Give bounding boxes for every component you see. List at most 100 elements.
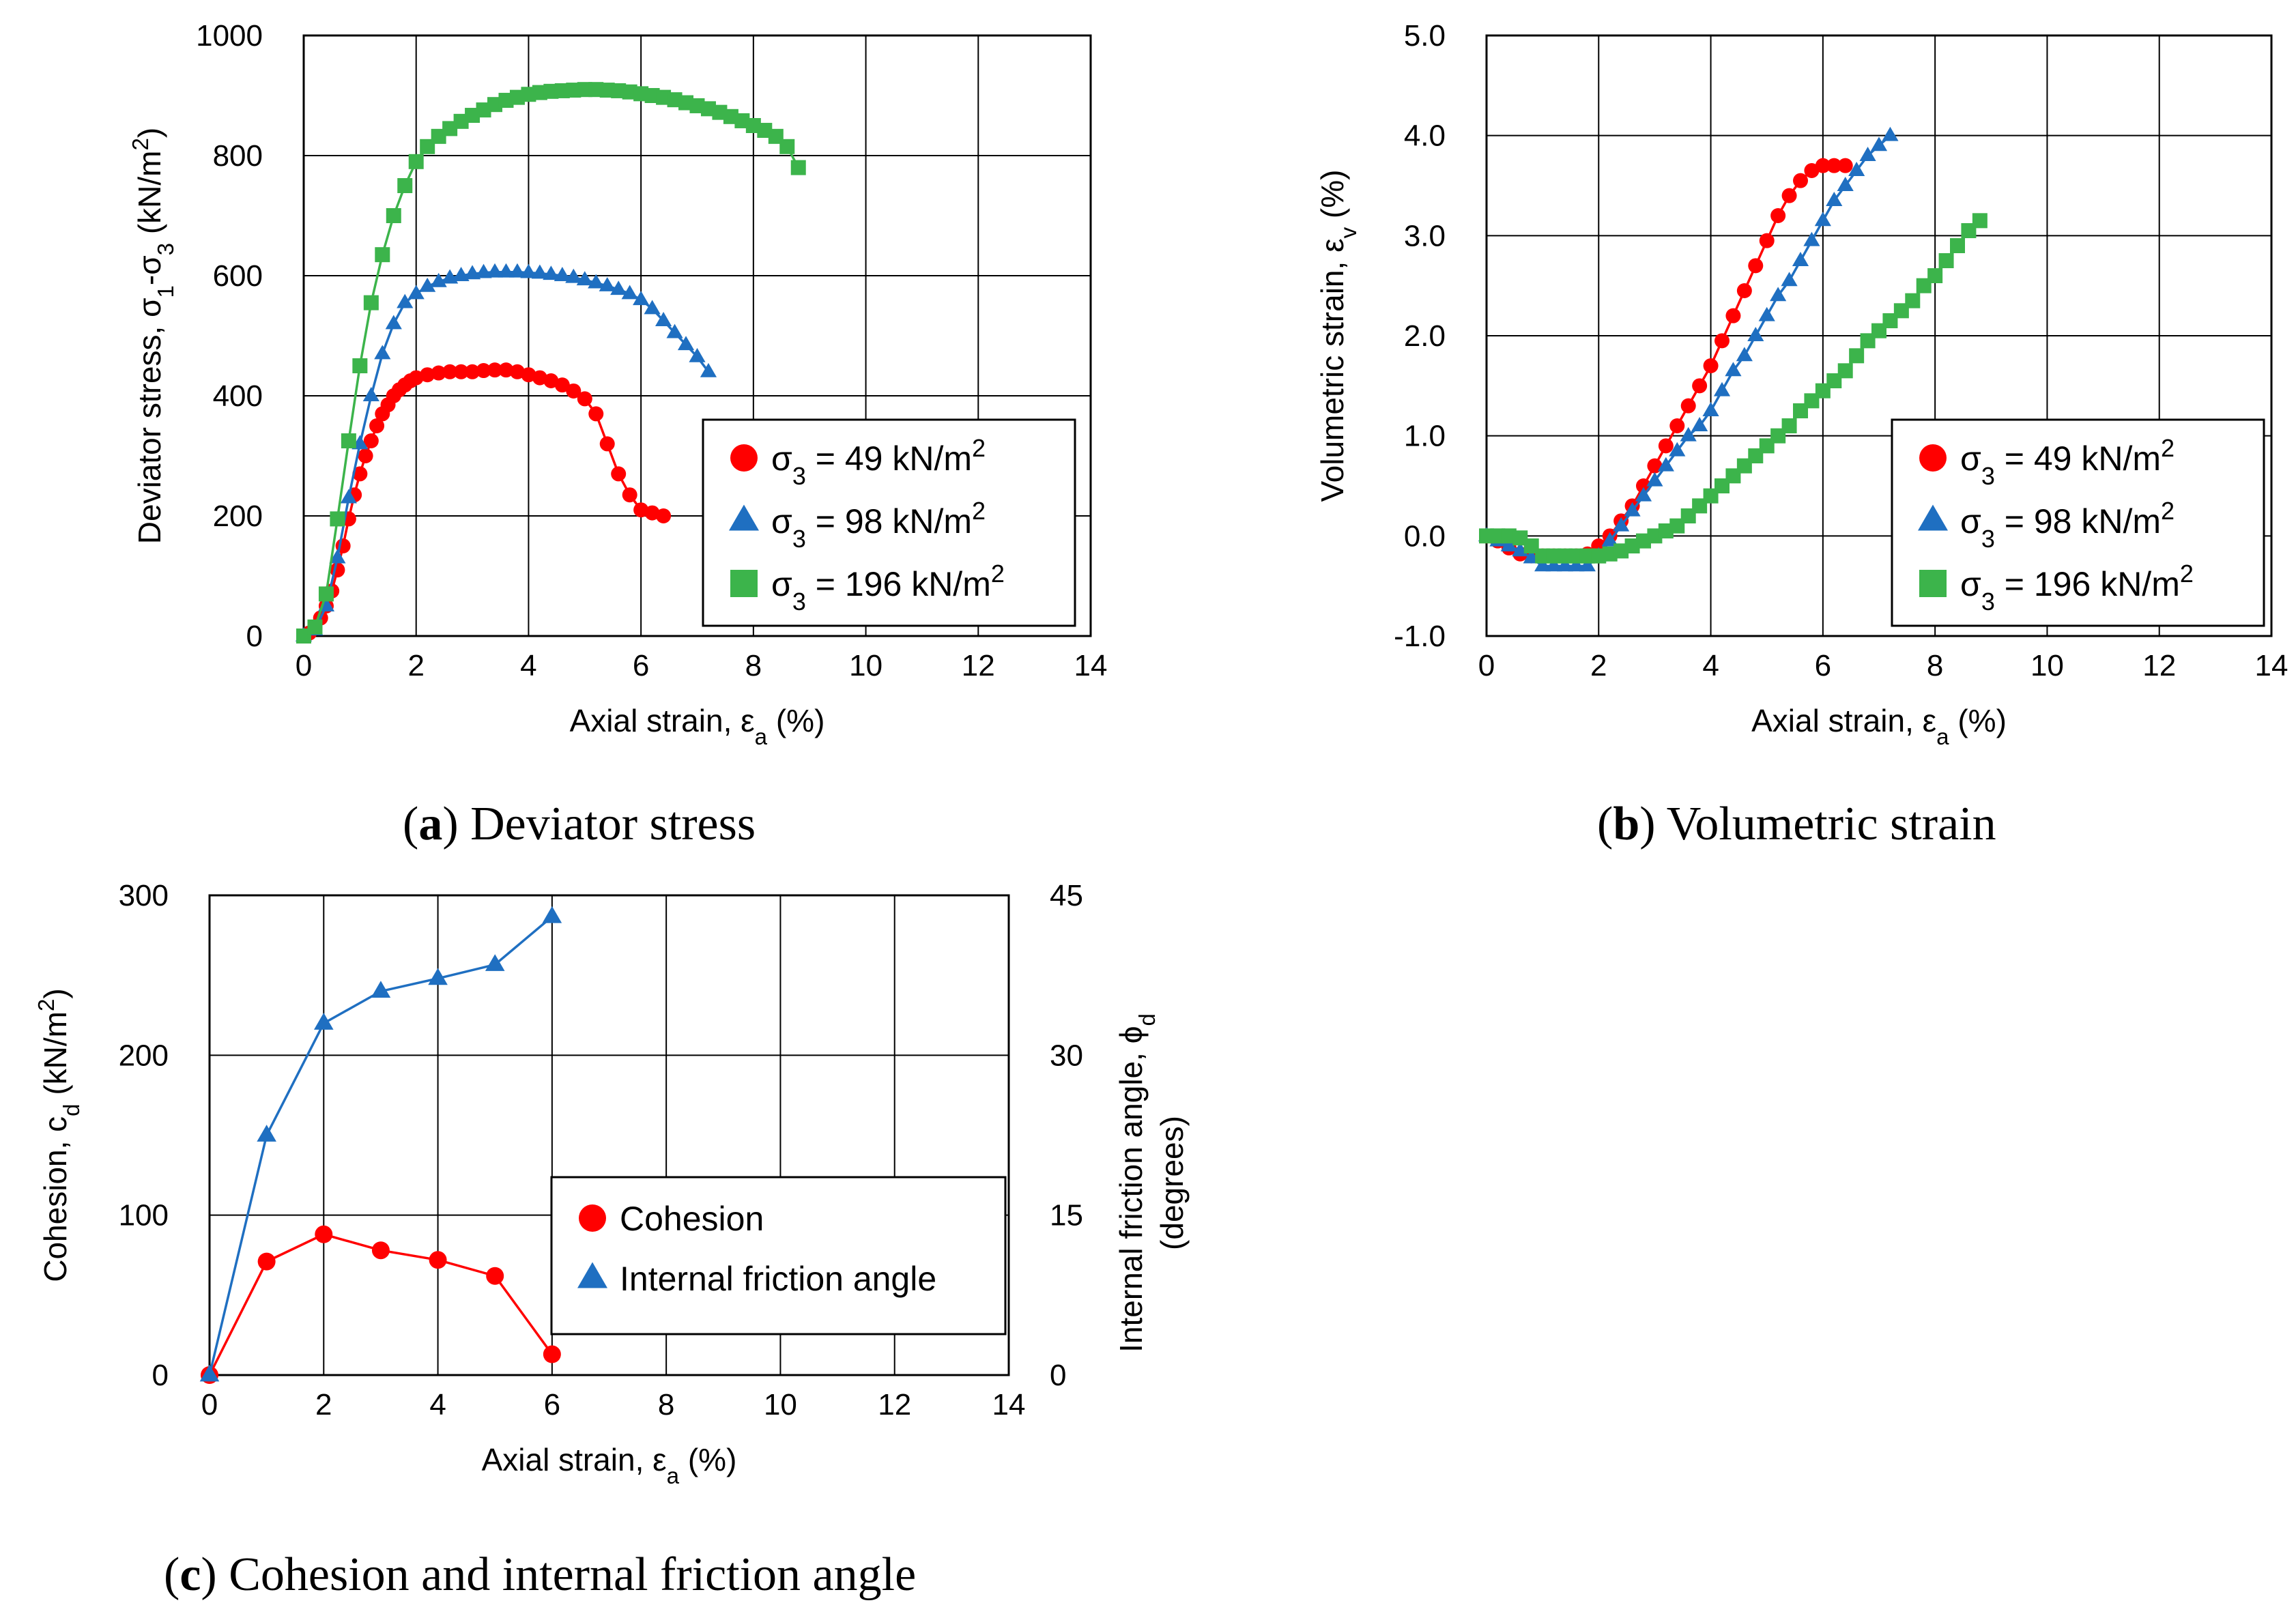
legend-box <box>702 418 1076 627</box>
data-point <box>1601 532 1618 547</box>
x-tick-label: 2 <box>1590 649 1607 682</box>
data-point <box>1647 458 1663 474</box>
data-point <box>371 981 391 998</box>
data-point <box>521 367 536 383</box>
x-tick-label: 2 <box>315 1388 332 1421</box>
data-point <box>508 263 526 278</box>
y-tick-label: 800 <box>213 139 263 173</box>
data-point <box>442 364 458 379</box>
data-point <box>463 265 481 280</box>
legend-label-main: σ <box>1960 439 1981 478</box>
legend-label-mid: = 98 kN/m <box>806 502 972 540</box>
data-point <box>1657 457 1674 472</box>
data-point <box>1669 442 1686 457</box>
data-point <box>1669 418 1685 433</box>
x-axis-title-main: Axial strain, ε <box>1751 703 1936 738</box>
y-tick-label: 200 <box>213 500 263 533</box>
legend-label-mid: = 49 kN/m <box>1995 439 2161 478</box>
data-point <box>790 160 806 175</box>
x-tick-label: 0 <box>201 1388 218 1421</box>
data-point <box>1702 402 1719 416</box>
caption-label: a <box>418 798 442 850</box>
x-tick-label: 10 <box>849 649 882 682</box>
data-point <box>689 347 706 362</box>
y-tick-label: 200 <box>119 1039 169 1072</box>
data-point <box>257 1252 276 1271</box>
legend-label-sup: 2 <box>991 560 1005 588</box>
data-point <box>554 377 570 393</box>
data-point <box>1703 358 1719 373</box>
data-point <box>1748 258 1764 274</box>
data-point <box>1792 252 1809 266</box>
x-tick-label: 14 <box>992 1388 1026 1421</box>
data-point <box>453 364 469 379</box>
data-point <box>498 362 514 378</box>
x-tick-label: 4 <box>429 1388 446 1421</box>
data-point <box>1814 212 1831 227</box>
x-tick-label: 14 <box>2255 649 2288 682</box>
x-tick-label: 10 <box>764 1388 797 1421</box>
data-point <box>369 418 385 433</box>
data-point <box>1736 347 1753 362</box>
x-tick-label: 6 <box>1815 649 1831 682</box>
panel-c-cohesion-friction-angle: 0 2 4 6 8 10 12 14 0 100 200 300 0 15 30 45 Axial strain… <box>34 879 1190 1601</box>
y-axis-title-sub: v <box>1336 227 1362 238</box>
legend-label-sub: 3 <box>792 462 806 490</box>
legend-label-sub: 3 <box>1981 588 1995 616</box>
y-tick-label: 1.0 <box>1404 420 1446 453</box>
legend-label-sup: 2 <box>2161 497 2175 525</box>
panel-caption: (c) Cohesion and internal friction angle <box>164 1548 916 1601</box>
y-axis-title-main: Deviator stress, σ <box>132 298 167 545</box>
y2-tick-label: 30 <box>1050 1039 1083 1072</box>
caption-text: Volumetric strain <box>1667 798 1996 850</box>
data-point <box>655 312 672 326</box>
legend-label-main: σ <box>771 439 792 478</box>
data-point <box>633 502 649 518</box>
legend-label: σ3 = 49 kN/m2 <box>1960 434 2175 490</box>
x-tick-label: 0 <box>296 649 312 682</box>
legend-marker <box>730 570 758 597</box>
y-tick-label: 0 <box>246 620 263 653</box>
legend-label-sub: 3 <box>792 588 806 616</box>
y-axis-title: Volumetric strain, εv (%) <box>1315 170 1362 502</box>
data-point <box>475 263 492 278</box>
data-point <box>487 362 503 378</box>
data-point <box>476 363 491 379</box>
data-point <box>633 291 650 306</box>
data-point <box>1803 231 1820 246</box>
y-axis-title-sub1: 1 <box>154 285 179 298</box>
x-axis-title-sub: a <box>1936 725 1949 750</box>
data-point <box>1972 213 1988 229</box>
data-point <box>599 277 616 291</box>
data-point <box>1680 398 1696 414</box>
data-point <box>431 365 446 381</box>
legend-label: σ3 = 98 kN/m2 <box>771 497 986 553</box>
legend-marker <box>579 1204 606 1232</box>
data-point <box>386 208 401 223</box>
plot-frame <box>302 34 1092 637</box>
data-point <box>1534 557 1551 572</box>
data-point <box>576 271 593 286</box>
legend-marker <box>1919 570 1947 597</box>
data-point <box>1804 163 1820 178</box>
data-point <box>375 247 390 263</box>
caption-open-paren: ( <box>1597 798 1613 850</box>
data-point <box>1758 306 1775 321</box>
legend-label-sup: 2 <box>2161 434 2175 462</box>
legend-label-main: σ <box>771 565 792 603</box>
data-point <box>352 466 368 482</box>
data-point <box>429 1251 447 1269</box>
legend-box <box>550 1176 1007 1335</box>
data-point <box>656 508 672 523</box>
data-point <box>565 268 582 283</box>
y-axis-title: Deviator stress, σ1-σ3 (kN/m2) <box>128 128 179 544</box>
data-point <box>677 336 695 351</box>
x-axis-title: Axial strain, εa (%) <box>482 1442 737 1489</box>
data-point <box>1613 517 1630 532</box>
series-3 <box>1479 213 1988 564</box>
y2-tick-label: 45 <box>1050 879 1083 912</box>
data-point <box>430 272 447 287</box>
data-point <box>611 466 627 482</box>
series-2 <box>295 263 717 641</box>
